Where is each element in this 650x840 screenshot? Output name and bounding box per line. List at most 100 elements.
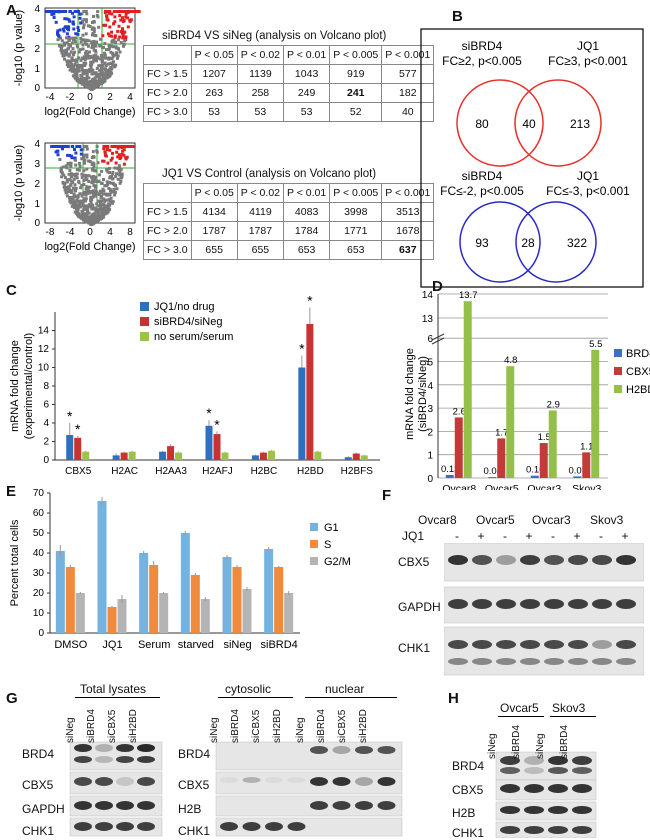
- bar: [213, 434, 221, 460]
- bar: [344, 457, 352, 460]
- x-tick-label: Ovcar8: [442, 483, 476, 490]
- volcano-point: [90, 176, 94, 180]
- volcano-point: [91, 33, 94, 37]
- volcano-point: [88, 63, 92, 67]
- legend-label: S: [324, 539, 331, 551]
- volcano-point: [88, 203, 91, 207]
- data-label: 0.04: [484, 466, 503, 477]
- table-row: FC > 3.0 655 655 653 653 637: [143, 240, 435, 260]
- y-tick-label: 0: [427, 474, 433, 485]
- volcano-point: [92, 175, 96, 178]
- bar: [284, 593, 294, 633]
- y-tick-label: 3: [427, 404, 433, 415]
- volcano-point: [108, 69, 112, 72]
- cell-line-label: Skov3: [590, 513, 624, 527]
- volcano-point: [99, 82, 103, 85]
- volcano-point: [82, 18, 86, 22]
- volcano-point: [99, 196, 103, 199]
- volcano-point: [73, 50, 77, 54]
- volcano-point: [106, 170, 110, 174]
- volcano-point: [103, 150, 107, 154]
- volcano-point: [92, 39, 96, 43]
- y-tick-label: 5: [427, 358, 433, 369]
- volcano-point: [69, 65, 73, 69]
- bar: [360, 455, 368, 460]
- bar: [530, 475, 539, 478]
- bar: [591, 349, 600, 478]
- bar: [306, 324, 314, 460]
- y-axis-label-2: (experimental/control): [23, 333, 35, 439]
- volcano-point: [88, 50, 91, 54]
- volcano-point: [70, 63, 74, 67]
- volcano-point: [101, 34, 105, 38]
- volcano-point: [109, 175, 113, 179]
- volcano-point: [87, 180, 91, 183]
- band: [116, 822, 134, 831]
- volcano-point: [74, 173, 78, 177]
- volcano-point: [93, 217, 97, 221]
- volcano-point: [96, 161, 100, 165]
- volcano-point: [93, 76, 97, 80]
- volcano-point: [56, 149, 60, 153]
- volcano-point: [71, 11, 74, 15]
- volcano-point: [74, 189, 77, 193]
- volcano-point: [94, 44, 98, 48]
- vp2-xtick: -8: [46, 227, 55, 238]
- volcano-point: [98, 80, 102, 84]
- bar: [117, 599, 127, 633]
- legend-swatch: [614, 349, 622, 357]
- treatment-sign: +: [621, 529, 629, 543]
- gapdh-band: [496, 599, 516, 609]
- volcano-point: [94, 85, 98, 88]
- volcano-point: [79, 216, 83, 220]
- volcano-point: [78, 78, 82, 81]
- volcano-point: [97, 180, 101, 183]
- x-tick-label: H2BC: [251, 466, 278, 477]
- blot-strip: [495, 779, 597, 801]
- band: [116, 801, 134, 810]
- volcano-point: [92, 20, 96, 24]
- volcano-point: [68, 163, 72, 167]
- blot-strip: [215, 771, 403, 795]
- bar: [352, 453, 360, 460]
- bar: [175, 452, 183, 460]
- panel-label-f: F: [382, 487, 392, 504]
- panel-label-d: D: [432, 278, 443, 295]
- bar: [445, 474, 454, 478]
- volcano-point: [80, 157, 84, 161]
- lane-label: siH2BD: [272, 709, 283, 743]
- volcano-point: [75, 70, 79, 74]
- volcano-point: [103, 77, 107, 80]
- volcano-point: [53, 145, 57, 148]
- bar: [497, 438, 506, 478]
- bar: [298, 367, 306, 460]
- row-label: BRD4: [178, 747, 211, 761]
- nuclear-title: nuclear: [325, 682, 365, 696]
- volcano-point: [114, 53, 117, 57]
- volcano-point: [129, 145, 133, 148]
- y-tick-label: 14: [422, 290, 434, 301]
- band: [377, 746, 396, 754]
- bar: [167, 446, 175, 460]
- legend-swatch: [614, 385, 622, 393]
- vp2-ytick: 3: [34, 159, 40, 170]
- gapdh-band: [568, 599, 588, 609]
- volcano-point: [117, 24, 121, 28]
- bar: [548, 410, 557, 478]
- volcano-point: [120, 172, 124, 176]
- volcano-point: [106, 32, 110, 36]
- band: [116, 777, 134, 786]
- volcano-point: [56, 145, 60, 148]
- volcano-point: [75, 44, 79, 48]
- bar: [205, 425, 213, 460]
- volcano-point: [72, 22, 76, 26]
- volcano-point: [101, 64, 105, 67]
- volcano-point: [59, 169, 63, 173]
- volcano-point: [81, 69, 85, 73]
- volcano-point: [72, 15, 76, 19]
- bar: [221, 452, 229, 460]
- volcano-point: [65, 145, 69, 148]
- volcano-point: [80, 194, 84, 198]
- volcano-point: [109, 196, 113, 200]
- volcano-point: [77, 215, 81, 219]
